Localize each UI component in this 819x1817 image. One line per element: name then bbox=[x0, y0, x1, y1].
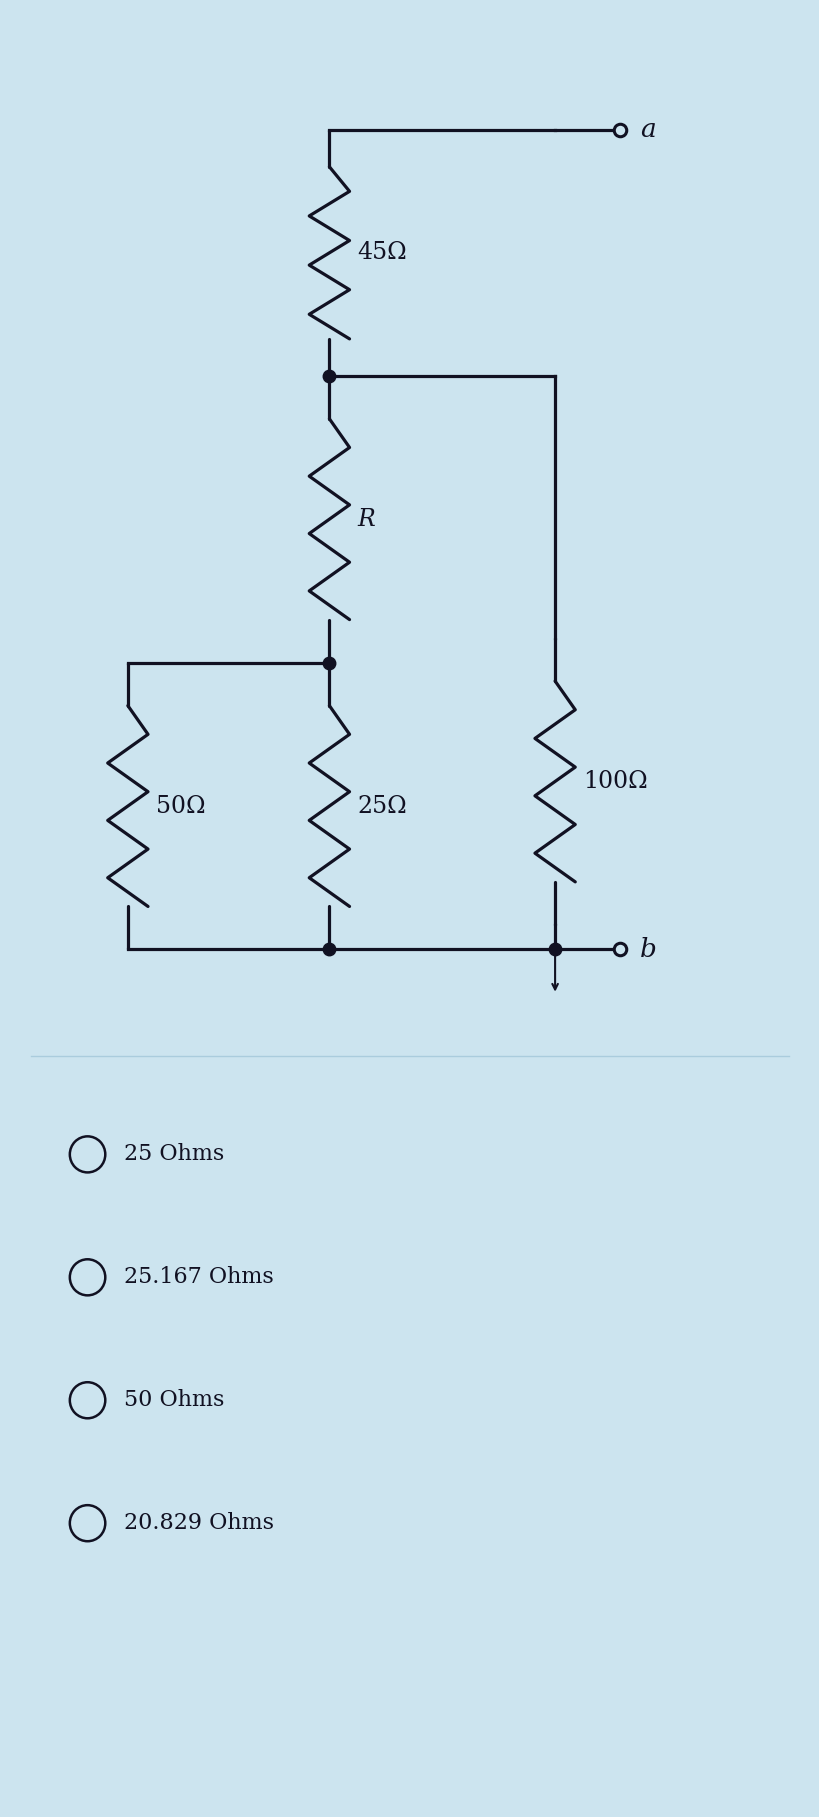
Text: 100Ω: 100Ω bbox=[582, 770, 647, 792]
Text: 25 Ohms: 25 Ohms bbox=[124, 1143, 224, 1165]
Text: 50Ω: 50Ω bbox=[156, 794, 206, 818]
Text: 50 Ohms: 50 Ohms bbox=[124, 1390, 224, 1412]
Text: 25Ω: 25Ω bbox=[357, 794, 407, 818]
Text: 25.167 Ohms: 25.167 Ohms bbox=[124, 1266, 274, 1288]
Text: 20.829 Ohms: 20.829 Ohms bbox=[124, 1512, 274, 1534]
Text: R: R bbox=[357, 507, 375, 531]
Text: a: a bbox=[639, 118, 654, 142]
Text: 45Ω: 45Ω bbox=[357, 242, 407, 263]
Text: b: b bbox=[639, 938, 656, 961]
